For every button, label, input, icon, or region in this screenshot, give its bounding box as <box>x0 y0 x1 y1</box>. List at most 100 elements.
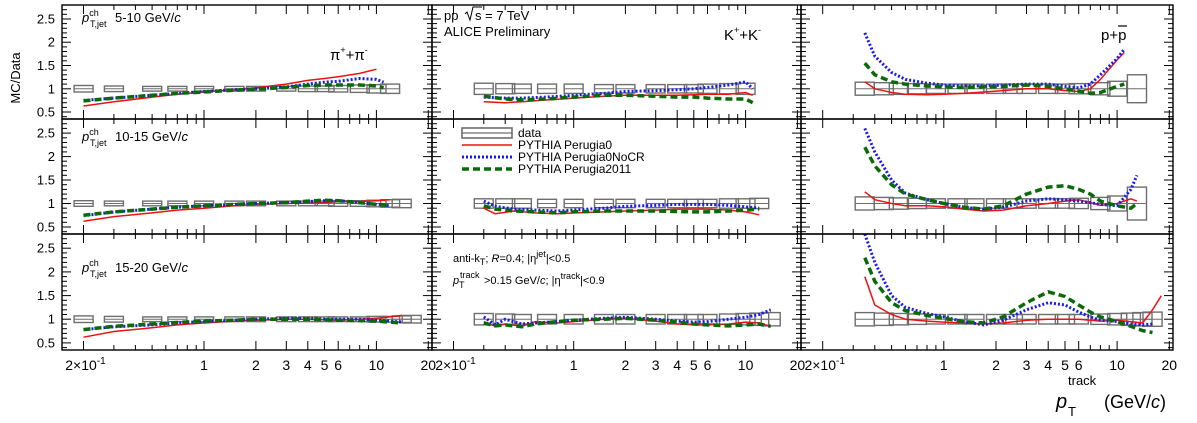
y-tick-label: 1 <box>48 312 55 327</box>
panel-frame <box>800 118 1174 235</box>
x-tick-label: 1 <box>570 357 578 373</box>
x-tick-label: 5 <box>690 357 698 373</box>
svg-text:15-20 GeV/c: 15-20 GeV/c <box>115 260 189 275</box>
svg-text:PYTHIA Perugia0NoCR: PYTHIA Perugia0NoCR <box>518 150 645 164</box>
svg-text:T: T <box>1068 404 1076 419</box>
y-tick-label: 1.5 <box>37 288 55 303</box>
y-tick-label: 2.5 <box>37 12 55 27</box>
svg-text:pch: pch <box>81 127 99 144</box>
x-tick-label: 20 <box>790 357 806 373</box>
svg-text:p: p <box>452 275 459 287</box>
curve-perugia0nocr <box>482 308 772 327</box>
curve-perugia0nocr <box>83 199 391 218</box>
y-tick-label: 0.5 <box>37 105 55 120</box>
curve-perugia2011 <box>83 83 385 103</box>
panel-r3-c1 <box>73 314 422 338</box>
curve-perugia2011 <box>483 204 760 215</box>
x-tick-label: 10 <box>1109 357 1125 373</box>
curve-perugia2011 <box>863 146 1138 211</box>
x-tick-label: 4 <box>1044 357 1052 373</box>
svg-text:p: p <box>1055 391 1067 413</box>
svg-text:T: T <box>459 280 465 290</box>
svg-text:track: track <box>1068 373 1097 388</box>
x-tick-label: 5 <box>321 357 329 373</box>
panel-frame <box>431 118 802 235</box>
y-tick-label: 2.5 <box>37 241 55 256</box>
panel-frame <box>61 233 433 351</box>
x-tick-label: 2 <box>992 357 1000 373</box>
jet-label-row-3: pch T,jet 15-20 GeV/c <box>81 258 189 279</box>
panel-r3-c2 <box>473 308 781 329</box>
y-tick-label: 2 <box>48 264 55 279</box>
curve-perugia0nocr <box>863 233 1153 327</box>
y-tick-label: 2 <box>48 149 55 164</box>
legend: data PYTHIA Perugia0 PYTHIA Perugia0NoCR… <box>461 126 645 176</box>
x-tick-label: 6 <box>1075 357 1083 373</box>
particle-label-kaons: K++K- <box>724 25 761 44</box>
x-tick-label: 6 <box>334 357 342 373</box>
x-tick-label: 20 <box>1162 357 1178 373</box>
x-tick-label: 3 <box>1023 357 1031 373</box>
jet-label-row-1: pch T,jet 5-10 GeV/c <box>81 8 181 29</box>
x-tick-label: 3 <box>282 357 290 373</box>
curve-perugia2011 <box>863 62 1125 96</box>
curve-perugia0nocr <box>483 80 754 100</box>
x-axis-title: p track T (GeV/c) <box>1055 373 1166 419</box>
curve-perugia2011 <box>483 316 772 329</box>
curve-perugia0 <box>864 51 1125 96</box>
panel-frame <box>800 4 1174 120</box>
particle-label-pions: π++π- <box>330 45 368 64</box>
y-tick-label: 1 <box>48 81 55 96</box>
x-tick-label: 2×10-1 <box>65 356 106 373</box>
x-tick-label: 1 <box>200 357 208 373</box>
curve-perugia0 <box>483 317 771 328</box>
panel-r2-c2 <box>473 197 770 216</box>
panels: 0.5 1 1.5 2 2.5 0.5 1 1.5 2 2.5 0.5 1 1.5 2 2.5 2×10-1 1… <box>37 4 1178 373</box>
curve-perugia0 <box>864 191 1138 212</box>
svg-text:pp: pp <box>444 8 458 23</box>
svg-text:T,jet: T,jet <box>90 138 107 148</box>
panel-r1-c2 <box>473 80 756 105</box>
panel-r1-c1 <box>73 68 401 107</box>
x-tick-label: 2×10-1 <box>804 356 845 373</box>
svg-text:track: track <box>460 270 480 280</box>
x-tick-label: 6 <box>704 357 712 373</box>
svg-text:10-15 GeV/c: 10-15 GeV/c <box>115 129 189 144</box>
sqrt-symbol <box>464 6 482 22</box>
svg-text:PYTHIA Perugia2011: PYTHIA Perugia2011 <box>518 162 632 176</box>
legend-entry-perugia2011: PYTHIA Perugia2011 <box>462 162 632 176</box>
panel-r3-c3 <box>854 233 1163 335</box>
svg-text:5-10 GeV/c: 5-10 GeV/c <box>115 10 181 25</box>
y-axis-title: MC/Data <box>8 52 23 104</box>
y-tick-label: 0.5 <box>37 220 55 235</box>
svg-text:pch: pch <box>81 8 99 25</box>
x-tick-label: 4 <box>673 357 681 373</box>
panel-r1-c3 <box>854 32 1148 104</box>
panel-frame <box>431 233 802 351</box>
particle-label-protons: p+p <box>1101 25 1127 44</box>
svg-text:(GeV/c): (GeV/c) <box>1104 392 1166 412</box>
x-tick-label: 2 <box>252 357 260 373</box>
x-tick-label: 5 <box>1061 357 1069 373</box>
jet-label-row-2: pch T,jet 10-15 GeV/c <box>81 127 189 148</box>
y-tick-label: 1 <box>48 196 55 211</box>
y-tick-label: 2 <box>48 35 55 50</box>
x-tick-label: 2×10-1 <box>435 356 476 373</box>
curve-perugia2011 <box>83 198 391 217</box>
svg-text:data: data <box>518 126 542 140</box>
y-tick-label: 1.5 <box>37 173 55 188</box>
jet-cuts-label: anti-kT; R=0.4; |ηjet|<0.5 <box>453 249 570 267</box>
curve-perugia0nocr <box>863 32 1126 90</box>
legend-entry-perugia0nocr: PYTHIA Perugia0NoCR <box>462 150 645 164</box>
svg-text:p+p: p+p <box>1101 27 1126 44</box>
collision-system-label: pp s = 7 TeV <box>444 6 530 23</box>
curve-perugia2011 <box>483 93 754 105</box>
svg-text:PYTHIA Perugia0: PYTHIA Perugia0 <box>518 138 612 152</box>
curve-perugia2011 <box>863 257 1153 335</box>
curve-perugia0 <box>83 68 377 107</box>
y-tick-label: 1.5 <box>37 58 55 73</box>
track-cuts-label: p T track >0.15 GeV/c; |ηtrack|<0.9 <box>452 270 605 290</box>
curve-perugia0nocr <box>863 127 1139 211</box>
x-tick-label: 10 <box>738 357 754 373</box>
